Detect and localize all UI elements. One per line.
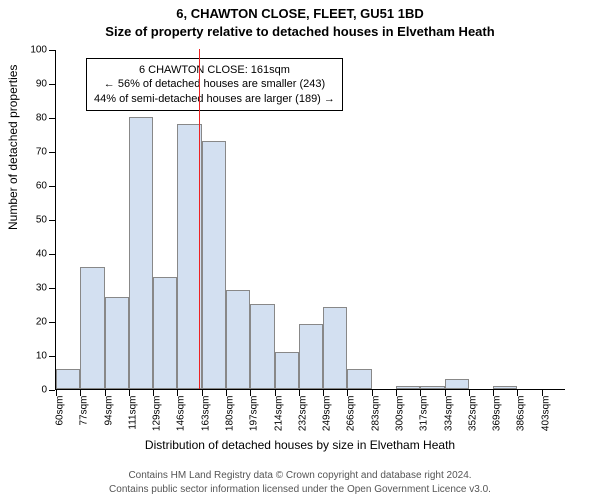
histogram-bar [275,352,299,389]
x-tick-label: 146sqm [176,396,187,432]
x-tick-label: 94sqm [103,396,114,426]
histogram-bar [323,307,347,389]
histogram-bar [153,277,177,389]
x-tick-label: 77sqm [79,396,90,426]
histogram-bar [445,379,469,389]
y-tick-label: 80 [36,113,47,124]
y-tick [49,152,55,153]
x-tick-label: 197sqm [249,396,260,432]
x-axis-label: Distribution of detached houses by size … [0,438,600,452]
histogram-bar [202,141,226,389]
y-tick-label: 10 [36,351,47,362]
histogram-bar [396,386,420,389]
x-tick-label: 111sqm [127,396,138,430]
y-tick [49,118,55,119]
y-tick-label: 60 [36,181,47,192]
y-tick-label: 50 [36,215,47,226]
footer-line1: Contains HM Land Registry data © Crown c… [0,470,600,483]
x-tick-label: 129sqm [152,396,163,432]
x-tick-label: 232sqm [297,396,308,432]
x-tick-label: 369sqm [492,396,503,432]
histogram-bar [177,124,201,389]
y-tick [49,50,55,51]
y-tick [49,220,55,221]
y-tick [49,288,55,289]
x-tick-label: 283sqm [370,396,381,432]
x-tick-label: 334sqm [443,396,454,432]
y-tick-label: 70 [36,147,47,158]
x-tick-label: 352sqm [467,396,478,432]
histogram-bar [299,324,323,389]
y-tick-label: 40 [36,249,47,260]
chart-container: 6, CHAWTON CLOSE, FLEET, GU51 1BD Size o… [0,0,600,500]
y-tick [49,322,55,323]
y-tick [49,356,55,357]
plot-area: 6 CHAWTON CLOSE: 161sqm ← 56% of detache… [55,50,565,390]
annotation-box: 6 CHAWTON CLOSE: 161sqm ← 56% of detache… [86,58,343,111]
histogram-bar [226,290,250,389]
y-tick-label: 20 [36,317,47,328]
histogram-bar [250,304,274,389]
reference-line [199,49,200,389]
histogram-bar [420,386,444,389]
y-tick-label: 0 [41,385,47,396]
annotation-line2: ← 56% of detached houses are smaller (24… [94,77,335,91]
histogram-bar [80,267,104,389]
chart-title-line2: Size of property relative to detached ho… [0,24,600,39]
x-tick-label: 300sqm [395,396,406,432]
histogram-bar [105,297,129,389]
y-tick [49,254,55,255]
y-tick [49,186,55,187]
y-tick-label: 100 [30,45,47,56]
x-tick-label: 386sqm [516,396,527,432]
x-tick-label: 249sqm [322,396,333,432]
annotation-line3: 44% of semi-detached houses are larger (… [94,92,335,106]
histogram-bar [129,117,153,389]
y-axis-label: Number of detached properties [6,65,20,230]
histogram-bar [56,369,80,389]
x-tick-label: 266sqm [346,396,357,432]
annotation-line1: 6 CHAWTON CLOSE: 161sqm [94,63,335,77]
chart-title-line1: 6, CHAWTON CLOSE, FLEET, GU51 1BD [0,6,600,21]
footer-line2: Contains public sector information licen… [0,484,600,497]
x-tick-label: 317sqm [419,396,430,432]
x-tick-label: 163sqm [200,396,211,432]
x-tick-label: 180sqm [225,396,236,432]
histogram-bar [493,386,517,389]
x-tick-label: 403sqm [540,396,551,432]
x-tick-label: 214sqm [273,396,284,432]
y-tick [49,84,55,85]
histogram-bar [347,369,371,389]
x-tick-label: 60sqm [55,396,66,426]
y-tick-label: 30 [36,283,47,294]
y-tick [49,390,55,391]
y-tick-label: 90 [36,79,47,90]
